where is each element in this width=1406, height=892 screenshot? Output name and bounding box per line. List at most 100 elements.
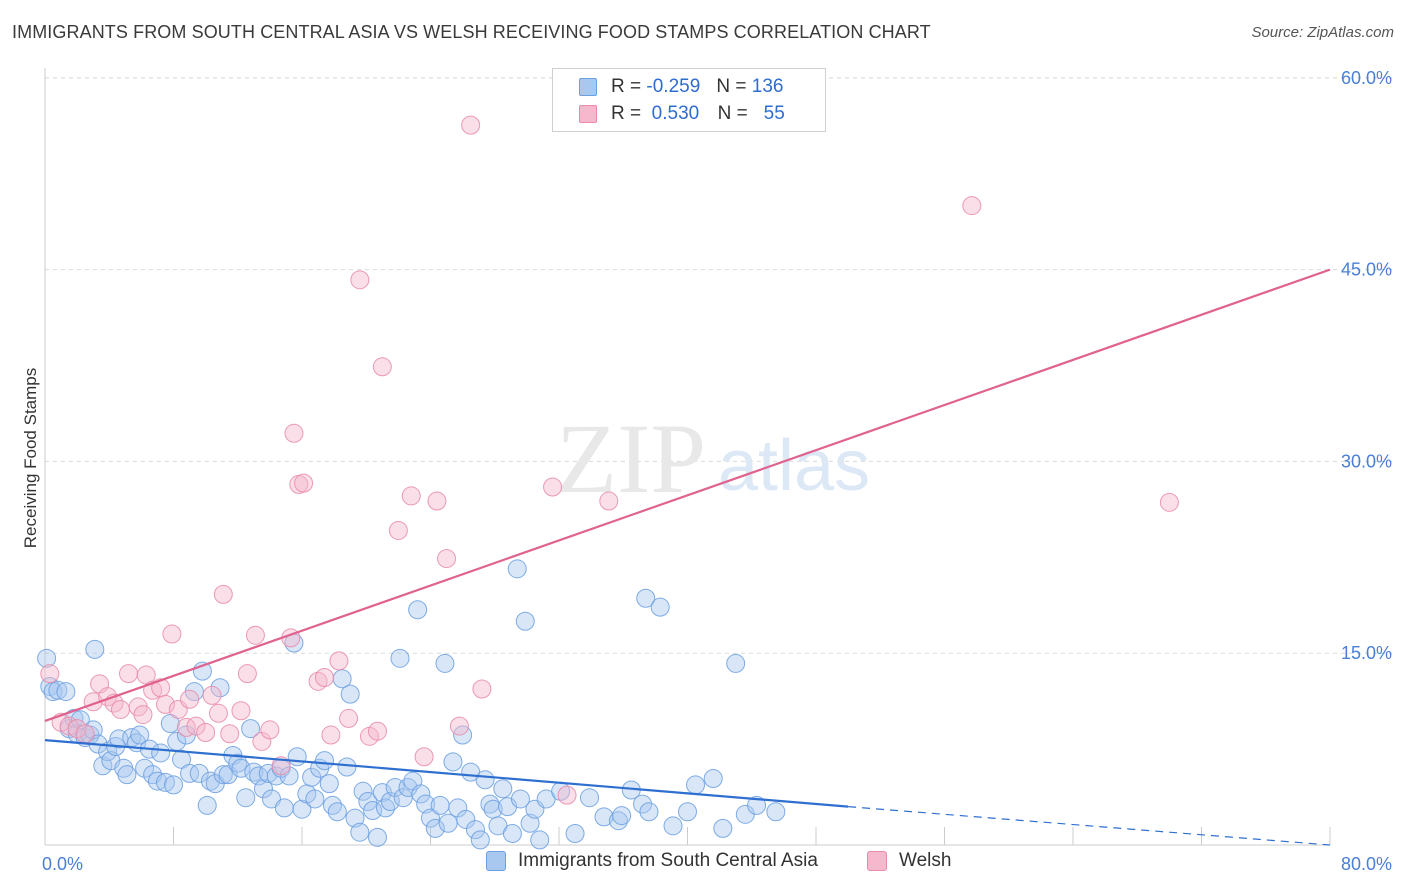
data-point-immigrants — [376, 798, 396, 818]
data-point-welsh — [321, 725, 341, 745]
data-point-immigrants — [580, 788, 600, 808]
data-point-immigrants — [633, 794, 653, 814]
data-point-immigrants — [164, 775, 183, 795]
data-point-immigrants — [470, 830, 490, 850]
data-point-immigrants — [337, 757, 357, 777]
legend-n-label: N = — [717, 103, 748, 124]
data-point-welsh — [339, 708, 359, 728]
data-point-immigrants — [435, 653, 455, 673]
correlation-legend: R = -0.259 N = 136 R = 0.530 N = 55 — [552, 68, 826, 132]
data-point-welsh — [472, 679, 492, 699]
data-point-immigrants — [56, 682, 76, 702]
data-point-welsh — [284, 423, 304, 443]
x-tick-labels: 0.0% 80.0% — [42, 854, 1392, 874]
legend-swatch-welsh — [867, 851, 887, 871]
data-point-immigrants — [292, 799, 312, 819]
data-point-welsh — [260, 720, 280, 740]
legend-n-label: N = — [716, 76, 747, 97]
legend-row-blue: R = -0.259 N = 136 — [579, 73, 783, 101]
data-point-immigrants — [766, 802, 786, 822]
data-point-welsh — [314, 667, 334, 687]
data-point-immigrants — [390, 648, 410, 668]
data-point-welsh — [231, 701, 251, 721]
legend-r-label: R = — [611, 76, 642, 97]
data-point-immigrants — [502, 823, 522, 843]
data-point-immigrants — [314, 751, 334, 771]
legend-n-value-blue: 136 — [751, 76, 784, 97]
data-point-immigrants — [279, 766, 299, 786]
data-point-welsh — [414, 747, 434, 767]
data-point-immigrants — [85, 639, 105, 659]
data-point-welsh — [557, 785, 577, 805]
y-tick-labels: 15.0% 30.0% 45.0% 60.0% — [1341, 68, 1392, 663]
data-point-welsh — [388, 520, 408, 540]
chart-title: IMMIGRANTS FROM SOUTH CENTRAL ASIA VS WE… — [12, 22, 931, 42]
data-point-welsh — [437, 549, 457, 569]
data-point-welsh — [75, 724, 95, 744]
legend-swatch-immigrants — [486, 851, 506, 871]
data-point-immigrants — [408, 600, 428, 620]
legend-swatch-blue — [579, 78, 597, 96]
data-point-welsh — [329, 651, 349, 671]
series-pink-points — [40, 115, 1179, 805]
data-point-welsh — [59, 716, 79, 736]
data-point-welsh — [401, 486, 421, 506]
y-tick-label: 45.0% — [1341, 260, 1392, 280]
data-point-welsh — [962, 196, 982, 216]
data-point-welsh — [427, 491, 447, 511]
data-point-immigrants — [147, 771, 167, 791]
data-point-immigrants — [703, 769, 723, 789]
data-point-immigrants — [713, 818, 733, 838]
data-point-immigrants — [287, 747, 307, 767]
y-tick-label: 15.0% — [1341, 643, 1392, 663]
data-point-immigrants — [448, 798, 468, 818]
data-point-welsh — [294, 473, 314, 493]
data-point-welsh — [245, 625, 265, 645]
data-point-immigrants — [155, 772, 175, 792]
trend-line-welsh — [44, 268, 1331, 723]
data-point-welsh — [220, 724, 240, 744]
legend-label-welsh: Welsh — [899, 850, 952, 871]
data-point-welsh — [133, 705, 153, 725]
data-point-immigrants — [411, 784, 431, 804]
data-point-immigrants — [180, 763, 200, 783]
data-point-immigrants — [210, 678, 230, 698]
data-point-immigrants — [608, 811, 628, 831]
data-point-immigrants — [639, 802, 659, 822]
data-point-welsh — [110, 699, 130, 719]
data-point-immigrants — [340, 684, 360, 704]
data-point-immigrants — [430, 795, 450, 815]
data-point-immigrants — [274, 798, 294, 818]
data-point-immigrants — [726, 653, 746, 673]
data-point-immigrants — [416, 794, 436, 814]
data-point-welsh — [461, 115, 481, 135]
legend-r-value-blue: -0.259 — [646, 76, 701, 97]
data-point-immigrants — [493, 779, 513, 799]
y-tick-label: 30.0% — [1341, 451, 1392, 471]
data-point-welsh — [372, 357, 392, 377]
series-legend: Immigrants from South Central Asia Welsh — [0, 850, 1406, 880]
data-point-welsh — [202, 685, 222, 705]
data-point-immigrants — [151, 743, 171, 763]
data-point-welsh — [271, 756, 291, 776]
data-point-immigrants — [358, 792, 378, 812]
data-point-immigrants — [515, 611, 535, 631]
data-point-immigrants — [686, 775, 706, 795]
data-point-welsh — [543, 477, 563, 497]
data-point-immigrants — [456, 809, 476, 829]
data-point-immigrants — [747, 795, 767, 815]
gridlines — [45, 77, 1392, 654]
data-point-immigrants — [48, 680, 68, 700]
legend-row-pink: R = 0.530 N = 55 — [579, 100, 785, 128]
data-point-welsh — [213, 584, 233, 604]
watermark-zip: ZIP — [556, 403, 706, 514]
trend-line-immigrants-extrapolated — [848, 806, 1331, 846]
source-label: Source: ZipAtlas.com — [1251, 24, 1394, 41]
legend-n-value-pink: 55 — [763, 103, 785, 124]
data-point-welsh — [599, 491, 619, 511]
data-point-welsh — [350, 270, 370, 290]
data-point-immigrants — [241, 719, 261, 739]
data-point-welsh — [252, 731, 272, 751]
x-tick-label: 80.0% — [1341, 854, 1392, 874]
